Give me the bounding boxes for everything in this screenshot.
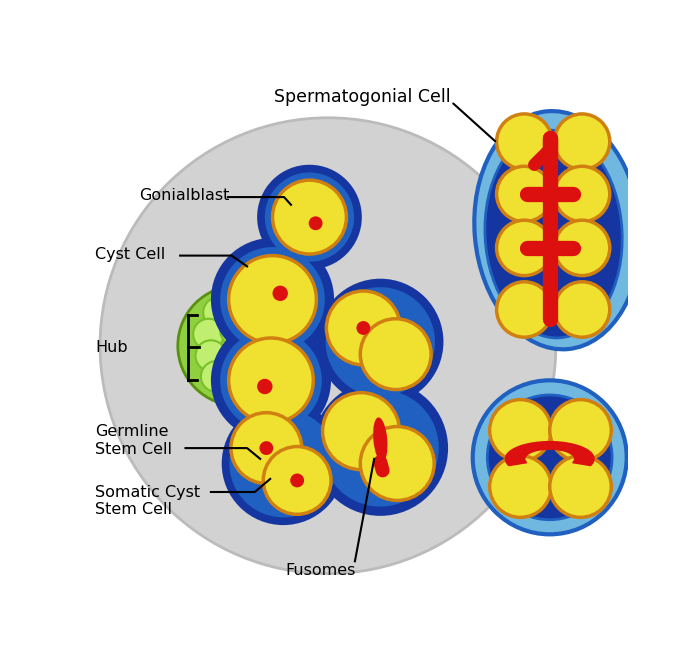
Circle shape <box>220 247 325 352</box>
Circle shape <box>193 319 224 350</box>
Circle shape <box>260 441 273 455</box>
Text: Hub: Hub <box>95 340 128 355</box>
Circle shape <box>257 165 362 269</box>
Circle shape <box>550 400 611 461</box>
Text: Gonialblast: Gonialblast <box>139 188 230 203</box>
Circle shape <box>203 297 234 328</box>
Circle shape <box>220 329 322 431</box>
Circle shape <box>554 114 610 169</box>
Circle shape <box>251 352 281 383</box>
Circle shape <box>490 456 552 518</box>
Circle shape <box>496 220 552 275</box>
Circle shape <box>211 320 331 440</box>
Circle shape <box>195 340 226 371</box>
Circle shape <box>490 400 552 461</box>
Circle shape <box>263 447 331 514</box>
Text: Spermatogonial Cell: Spermatogonial Cell <box>274 88 451 106</box>
Circle shape <box>211 238 334 361</box>
Circle shape <box>201 361 232 392</box>
Circle shape <box>265 173 354 261</box>
Circle shape <box>326 291 400 365</box>
Circle shape <box>496 281 552 338</box>
Circle shape <box>554 166 610 221</box>
Circle shape <box>312 380 448 516</box>
Circle shape <box>272 180 346 254</box>
Circle shape <box>247 313 278 344</box>
Circle shape <box>230 293 260 324</box>
Circle shape <box>356 321 370 335</box>
Circle shape <box>554 220 610 275</box>
Circle shape <box>226 359 257 390</box>
Circle shape <box>323 393 400 470</box>
Ellipse shape <box>487 395 612 520</box>
Circle shape <box>496 166 552 221</box>
Circle shape <box>326 287 435 396</box>
Circle shape <box>554 281 610 338</box>
Circle shape <box>322 390 439 507</box>
Circle shape <box>229 255 316 344</box>
Circle shape <box>317 279 444 405</box>
Circle shape <box>360 426 434 500</box>
Circle shape <box>360 319 431 390</box>
Circle shape <box>272 285 288 301</box>
Ellipse shape <box>475 111 640 350</box>
Text: Cyst Cell: Cyst Cell <box>95 247 166 261</box>
Circle shape <box>309 216 323 230</box>
Text: Fusomes: Fusomes <box>285 563 356 578</box>
Circle shape <box>231 413 302 484</box>
Ellipse shape <box>485 130 622 338</box>
Circle shape <box>222 402 345 525</box>
Circle shape <box>257 379 272 394</box>
Ellipse shape <box>473 380 626 534</box>
Text: Germline
Stem Cell: Germline Stem Cell <box>95 424 172 457</box>
Circle shape <box>220 315 251 346</box>
Circle shape <box>229 338 314 423</box>
Circle shape <box>550 456 611 518</box>
Circle shape <box>222 338 253 369</box>
Circle shape <box>248 334 279 365</box>
Ellipse shape <box>373 418 388 462</box>
Polygon shape <box>505 442 594 466</box>
Circle shape <box>178 285 298 406</box>
Text: Somatic Cyst
Stem Cell: Somatic Cyst Stem Cell <box>95 485 200 518</box>
Circle shape <box>254 301 285 333</box>
Circle shape <box>230 410 337 518</box>
Circle shape <box>100 118 556 574</box>
Circle shape <box>496 114 552 169</box>
Circle shape <box>290 474 304 488</box>
